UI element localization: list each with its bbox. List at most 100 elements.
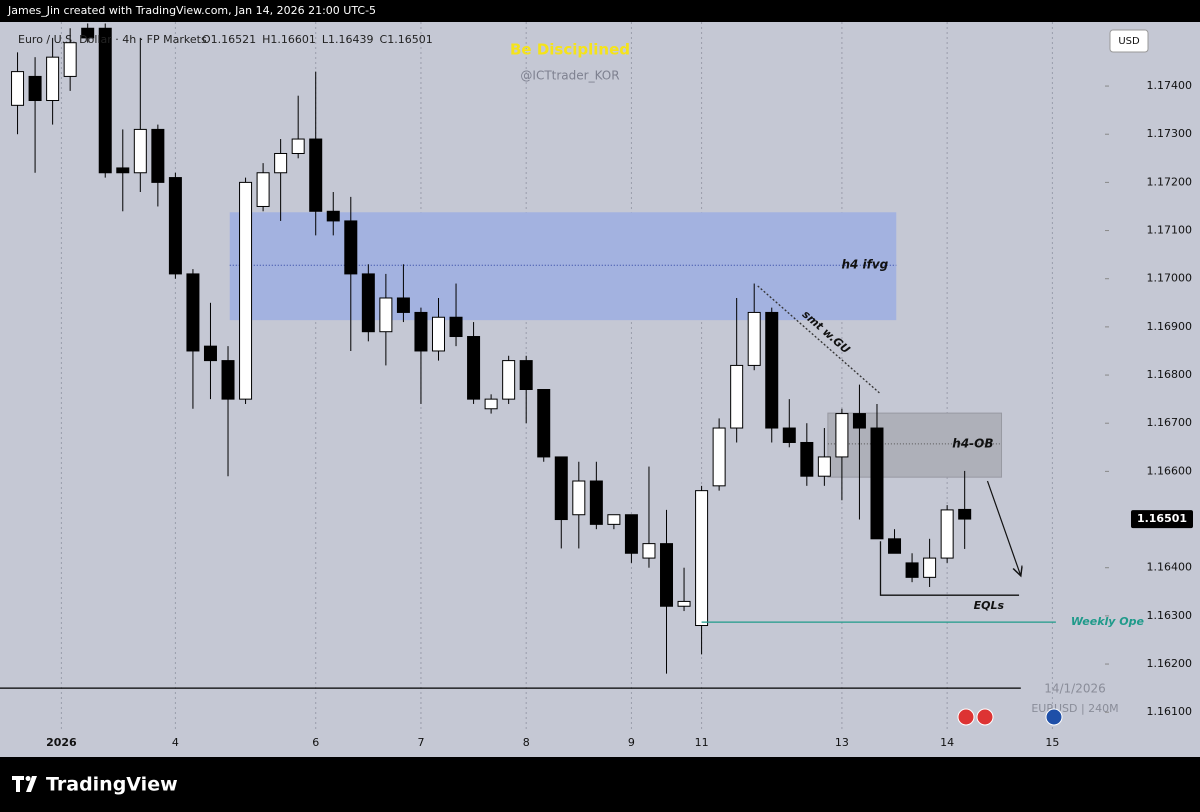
header: James_Jin created with TradingView.com, … xyxy=(7,4,376,17)
x-tick-label: 13 xyxy=(835,736,849,749)
subtitle: @ICTtrader_KOR xyxy=(520,69,619,83)
x-tick-label: 4 xyxy=(172,736,179,749)
x-tick-label: 2026 xyxy=(46,736,77,749)
y-tick-label: 1.16600 xyxy=(1147,464,1193,477)
candle-body xyxy=(940,509,954,559)
currency-box[interactable] xyxy=(1109,29,1149,53)
candle-body xyxy=(63,42,77,77)
candle-body xyxy=(256,172,270,207)
candle-body xyxy=(817,456,831,477)
y-tick-label: 1.17400 xyxy=(1147,79,1193,92)
candle-body xyxy=(695,490,709,627)
y-tick-label: 1.16400 xyxy=(1147,561,1193,574)
candle-body xyxy=(537,389,551,458)
candle-body xyxy=(589,480,603,525)
candle-body xyxy=(344,220,358,275)
candle-body xyxy=(624,514,638,554)
footer xyxy=(0,757,1200,812)
candle-body xyxy=(186,273,200,352)
top-bar xyxy=(0,0,1200,22)
annotation-line xyxy=(879,541,1020,596)
x-tick-label: 9 xyxy=(628,736,635,749)
watermark-date: 14/1/2026 xyxy=(1044,682,1106,696)
ohlc-label: L1.16439 xyxy=(322,33,374,46)
last-price-box xyxy=(1131,510,1193,529)
title: Be Disciplined xyxy=(510,41,630,59)
candle-body xyxy=(239,181,253,400)
candle-body xyxy=(800,441,814,477)
y-tick-label: 1.16800 xyxy=(1147,368,1193,381)
watermark-symbol: EURUSD | 240M xyxy=(1031,702,1118,715)
y-tick-label: 1.16300 xyxy=(1147,609,1193,622)
y-tick-label: 1.16900 xyxy=(1147,320,1193,333)
candle-body xyxy=(519,360,533,391)
candle-body xyxy=(888,538,902,554)
annotation-label: Weekly Ope xyxy=(1071,615,1145,628)
brand-logo xyxy=(12,776,37,792)
candle-body xyxy=(712,427,726,487)
annotation-line xyxy=(757,285,881,395)
candle-body xyxy=(852,413,866,429)
zone xyxy=(229,212,897,321)
x-tick-label: 7 xyxy=(417,736,424,749)
candle-body xyxy=(396,297,410,313)
annotation-label: EQLs xyxy=(974,599,1005,612)
candle-body xyxy=(467,336,481,400)
candle-body xyxy=(151,128,165,183)
x-tick-label: 15 xyxy=(1045,736,1059,749)
candle-body xyxy=(572,480,586,516)
candle-body xyxy=(449,316,463,338)
zone-label: h4-OB xyxy=(952,436,993,450)
candle-body xyxy=(484,398,498,410)
candle-body xyxy=(11,71,25,106)
candle-body xyxy=(782,427,796,443)
candle-body xyxy=(274,152,288,174)
candle-body xyxy=(502,360,516,400)
y-tick-label: 1.17200 xyxy=(1147,175,1193,188)
candle-body xyxy=(414,311,428,352)
candle-body xyxy=(870,427,884,540)
candle-body xyxy=(221,360,235,400)
x-tick-label: 8 xyxy=(523,736,530,749)
candle-body xyxy=(168,177,182,275)
symbol: Euro / U.S. Dollar · 4h · FP Markets xyxy=(18,33,207,46)
candle-body xyxy=(554,456,568,521)
candle-body xyxy=(116,167,130,174)
candle-body xyxy=(730,364,744,429)
y-tick-label: 1.16100 xyxy=(1147,705,1193,718)
currency[interactable]: USD xyxy=(1118,36,1140,47)
y-tick-label: 1.16700 xyxy=(1147,416,1193,429)
candle-body xyxy=(835,413,849,458)
candle-body xyxy=(203,345,217,362)
candle-body xyxy=(361,273,375,333)
x-tick-label: 6 xyxy=(312,736,319,749)
candle-body xyxy=(81,27,95,39)
candle-body xyxy=(379,297,393,333)
candle-body xyxy=(677,600,691,607)
candle-body xyxy=(905,562,919,578)
candle-body xyxy=(747,311,761,366)
candle-body xyxy=(765,311,779,429)
brand: TradingView xyxy=(46,774,178,796)
ohlc-label: O1.16521 xyxy=(202,33,256,46)
candle-body xyxy=(133,128,147,174)
y-tick-label: 1.17300 xyxy=(1147,127,1193,140)
candle-body xyxy=(98,27,112,174)
candle-body xyxy=(923,557,937,578)
annotation-line xyxy=(986,480,1020,576)
candle-body xyxy=(958,508,972,520)
ohlc-label: H1.16601 xyxy=(262,33,316,46)
candle-body xyxy=(46,56,60,102)
x-tick-label: 11 xyxy=(695,736,709,749)
ohlc-label: C1.16501 xyxy=(380,33,433,46)
flag-icons xyxy=(957,708,1063,726)
candle-body xyxy=(642,543,656,559)
plot-background xyxy=(0,22,1200,757)
y-tick-label: 1.16200 xyxy=(1147,657,1193,670)
candle-body xyxy=(431,316,445,352)
candle-body xyxy=(660,543,674,607)
candle-body xyxy=(291,138,305,154)
y-tick-label: 1.17000 xyxy=(1147,272,1193,285)
